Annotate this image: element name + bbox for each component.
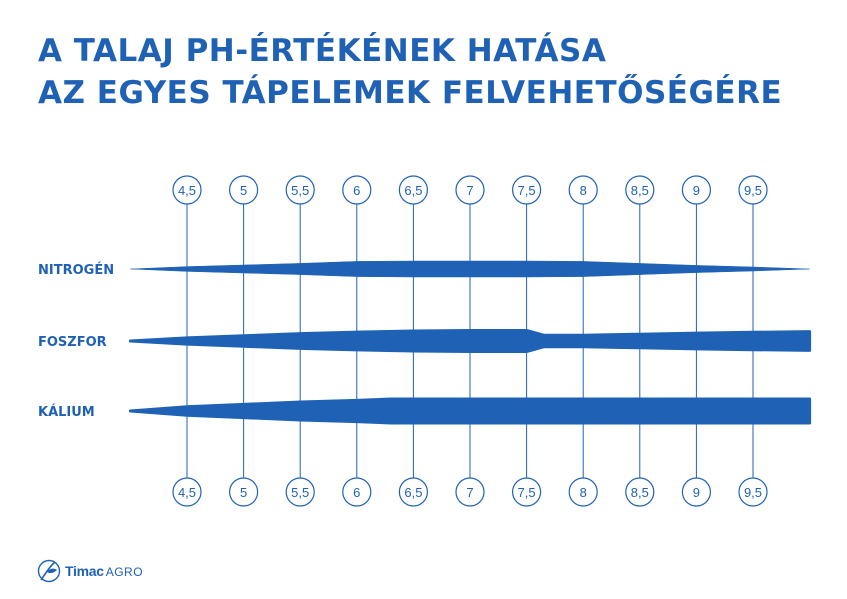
ph-tick-circle bbox=[285, 175, 315, 205]
logo-brand: Timac bbox=[65, 563, 104, 579]
ph-tick-circle bbox=[229, 175, 259, 205]
ph-tick-label-top: 8 bbox=[580, 183, 587, 198]
ph-tick-label-bottom: 6 bbox=[353, 485, 360, 500]
ph-tick-label-bottom: 4,5 bbox=[178, 485, 196, 500]
ph-tick-circle bbox=[625, 175, 655, 205]
nutrient-label: NITROGÉN bbox=[38, 262, 114, 278]
ph-tick-circle bbox=[398, 477, 428, 507]
ph-tick-circle bbox=[455, 477, 485, 507]
ph-tick-circle bbox=[568, 477, 598, 507]
ph-tick-label-top: 5 bbox=[240, 183, 247, 198]
ph-tick-circle bbox=[511, 175, 542, 205]
ph-tick-label-top: 7 bbox=[466, 183, 473, 198]
ph-tick-circle bbox=[738, 175, 768, 205]
ph-tick-label-bottom: 9 bbox=[693, 485, 700, 500]
ph-tick-circle bbox=[285, 477, 315, 507]
nutrient-label: FOSZFOR bbox=[38, 335, 107, 350]
band-1 bbox=[130, 260, 810, 278]
ph-tick-circle bbox=[342, 477, 372, 507]
ph-tick-label-top: 5,5 bbox=[291, 183, 309, 198]
ph-tick-circle bbox=[511, 477, 542, 507]
ph-tick-circle bbox=[455, 175, 485, 205]
ph-tick-label-bottom: 7,5 bbox=[518, 485, 536, 500]
ph-tick-label-bottom: 8,5 bbox=[631, 485, 649, 500]
ph-tick-label-bottom: 6,5 bbox=[404, 485, 422, 500]
ph-tick-circle bbox=[681, 175, 712, 205]
timac-leaf-icon bbox=[37, 559, 61, 583]
ph-tick-label-bottom: 5,5 bbox=[291, 485, 309, 500]
ph-tick-circle bbox=[172, 477, 202, 507]
logo-sub: AGRO bbox=[105, 565, 144, 579]
ph-tick-label-top: 9 bbox=[693, 183, 700, 198]
ph-tick-circle bbox=[738, 477, 768, 507]
ph-tick-circle bbox=[568, 175, 598, 205]
band-3 bbox=[128, 397, 812, 425]
ph-tick-label-top: 9,5 bbox=[744, 183, 762, 198]
timac-agro-logo: Timac AGRO bbox=[36, 558, 143, 584]
ph-tick-label-top: 6 bbox=[353, 183, 360, 198]
ph-tick-circle bbox=[398, 175, 428, 205]
ph-tick-label-bottom: 5 bbox=[240, 485, 247, 500]
ph-tick-circle bbox=[625, 477, 655, 507]
ph-tick-label-bottom: 7 bbox=[466, 485, 473, 500]
ph-tick-label-bottom: 9,5 bbox=[744, 485, 762, 500]
band-2 bbox=[128, 329, 812, 353]
nutrient-label: KÁLIUM bbox=[38, 404, 95, 420]
ph-tick-circle bbox=[342, 175, 372, 205]
ph-tick-label-top: 4,5 bbox=[178, 183, 196, 198]
ph-tick-circle bbox=[172, 175, 202, 205]
ph-tick-circle bbox=[229, 477, 259, 507]
ph-tick-circle bbox=[681, 477, 712, 507]
ph-tick-label-top: 7,5 bbox=[518, 183, 536, 198]
title-line-2: AZ EGYES TÁPELEMEK FELVEHETŐSÉGÉRE bbox=[38, 75, 783, 111]
ph-tick-label-bottom: 8 bbox=[580, 485, 587, 500]
chart-title: A TALAJ PH-ÉRTÉKÉNEK HATÁSA AZ EGYES TÁP… bbox=[38, 30, 782, 114]
title-line-1: A TALAJ PH-ÉRTÉKÉNEK HATÁSA bbox=[38, 33, 607, 69]
ph-tick-label-top: 8,5 bbox=[631, 183, 649, 198]
ph-tick-label-top: 6,5 bbox=[404, 183, 422, 198]
